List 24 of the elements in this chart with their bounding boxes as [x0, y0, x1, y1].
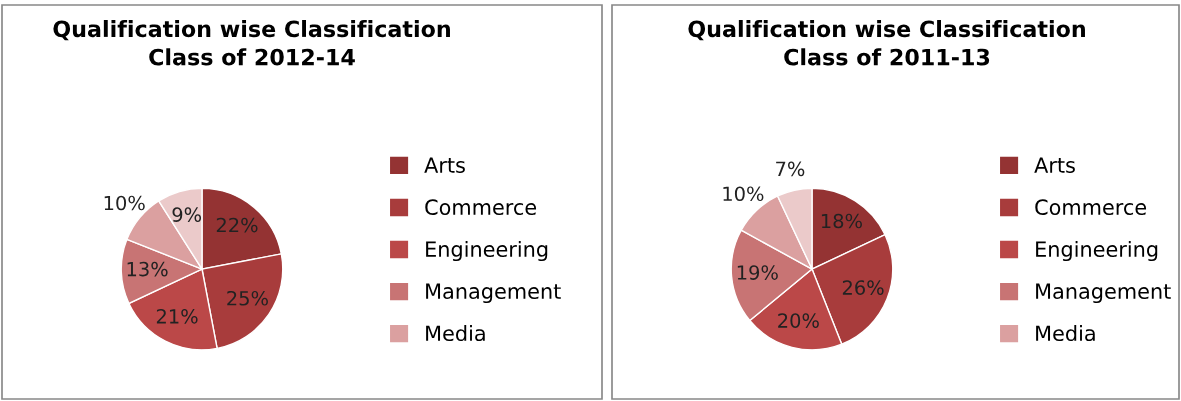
- data-label: 21%: [156, 308, 198, 324]
- legend-label: Media: [1036, 324, 1095, 342]
- legend-label: Management: [1036, 283, 1171, 304]
- legend-label: Management: [426, 283, 561, 304]
- legend-label: Engineering: [1036, 240, 1158, 262]
- data-label: 26%: [842, 280, 884, 295]
- data-label: 20%: [778, 313, 819, 328]
- data-label: 25%: [227, 290, 268, 306]
- legend-label: Arts: [424, 157, 465, 173]
- legend-label: Engineering: [426, 240, 548, 262]
- legend-label: Media: [426, 324, 485, 342]
- data-label: 10%: [104, 195, 145, 211]
- legend-label: Arts: [1034, 157, 1075, 173]
- chart-title: Qualification wise Classification Class of 2012-14: [53, 20, 450, 66]
- data-label: 18%: [821, 213, 862, 229]
- legend-label: Commerce: [1035, 199, 1147, 216]
- data-label: 7%: [776, 161, 805, 177]
- data-label: 13%: [127, 261, 168, 277]
- data-label: 19%: [737, 265, 778, 280]
- data-label: 9%: [172, 207, 202, 222]
- chart-title: Qualification wise Classification Class of 2011-13: [688, 20, 1085, 66]
- data-label: 22%: [216, 217, 258, 233]
- data-label: 10%: [723, 186, 764, 202]
- legend-label: Commerce: [425, 199, 537, 216]
